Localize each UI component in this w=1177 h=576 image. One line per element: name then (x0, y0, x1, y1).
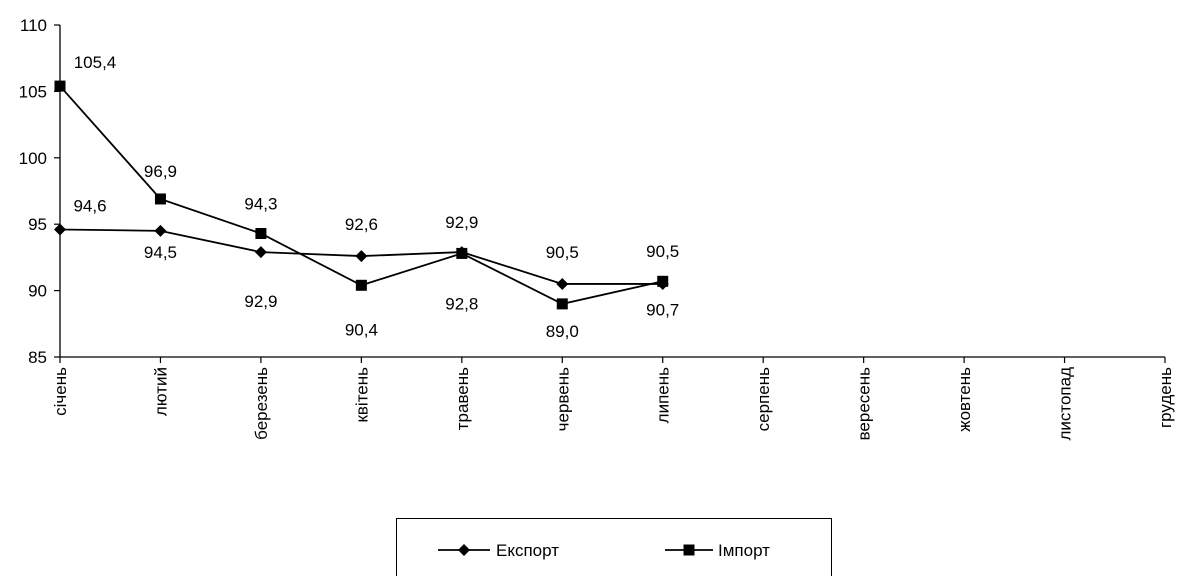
legend-label-import: Імпорт (718, 541, 770, 560)
data-label-import: 96,9 (144, 162, 177, 181)
data-labels: 94,6 94,5 92,9 92,6 92,9 90,5 90,5 105,4 96,9 94,… (73, 53, 679, 341)
square-marker (54, 80, 66, 92)
legend: Експорт Імпорт (396, 518, 832, 576)
data-label-import: 90,4 (345, 320, 378, 339)
square-marker (255, 227, 267, 239)
data-label-export: 92,9 (445, 213, 478, 232)
data-label-import: 89,0 (546, 322, 579, 341)
legend-box (396, 518, 832, 576)
x-tick-label: вересень (855, 367, 874, 441)
diamond-marker (254, 246, 267, 259)
data-label-export: 90,5 (646, 242, 679, 261)
series-layer (54, 80, 669, 310)
diamond-marker (458, 544, 470, 556)
x-tick-label: листопад (1056, 367, 1075, 441)
y-tick-label: 105 (19, 82, 47, 101)
y-tick-label: 95 (28, 215, 47, 234)
y-tick-label: 90 (28, 282, 47, 301)
data-label-import: 105,4 (74, 53, 117, 72)
diamond-marker (54, 223, 66, 236)
data-label-export: 94,5 (144, 243, 177, 262)
x-tick-label: серпень (754, 367, 773, 431)
y-tick-label: 110 (20, 16, 47, 35)
chart-axes: 85 90 95 100 105 110 січень лютий березень квітен… (19, 16, 1175, 441)
data-label-export: 92,6 (345, 215, 378, 234)
diamond-marker (154, 224, 167, 237)
x-tick-label: липень (654, 367, 673, 423)
data-label-import: 90,7 (646, 300, 679, 319)
square-marker (456, 247, 468, 259)
x-tick-label: лютий (151, 367, 170, 416)
x-tick-label: квітень (352, 367, 371, 423)
diamond-marker (355, 250, 368, 263)
x-tick-label: січень (51, 367, 70, 416)
x-tick-label: грудень (1156, 367, 1175, 428)
data-label-export: 94,6 (73, 197, 106, 216)
data-label-import: 92,8 (445, 294, 478, 313)
x-tick-label: червень (553, 367, 572, 431)
diamond-marker (556, 277, 569, 290)
x-tick-label: березень (252, 367, 271, 440)
legend-label-export: Експорт (496, 541, 559, 560)
square-marker (657, 275, 669, 287)
x-tick-label: жовтень (955, 367, 974, 432)
series-line-2 (59, 85, 663, 305)
data-label-import: 94,3 (244, 194, 277, 213)
square-marker (556, 298, 568, 310)
square-marker (154, 193, 166, 205)
data-label-export: 90,5 (546, 243, 579, 262)
square-marker (355, 279, 367, 291)
square-marker (683, 544, 695, 556)
y-tick-label: 85 (28, 348, 47, 367)
data-label-export: 92,9 (244, 292, 277, 311)
x-tick-label: травень (453, 367, 472, 430)
y-tick-label: 100 (19, 149, 47, 168)
